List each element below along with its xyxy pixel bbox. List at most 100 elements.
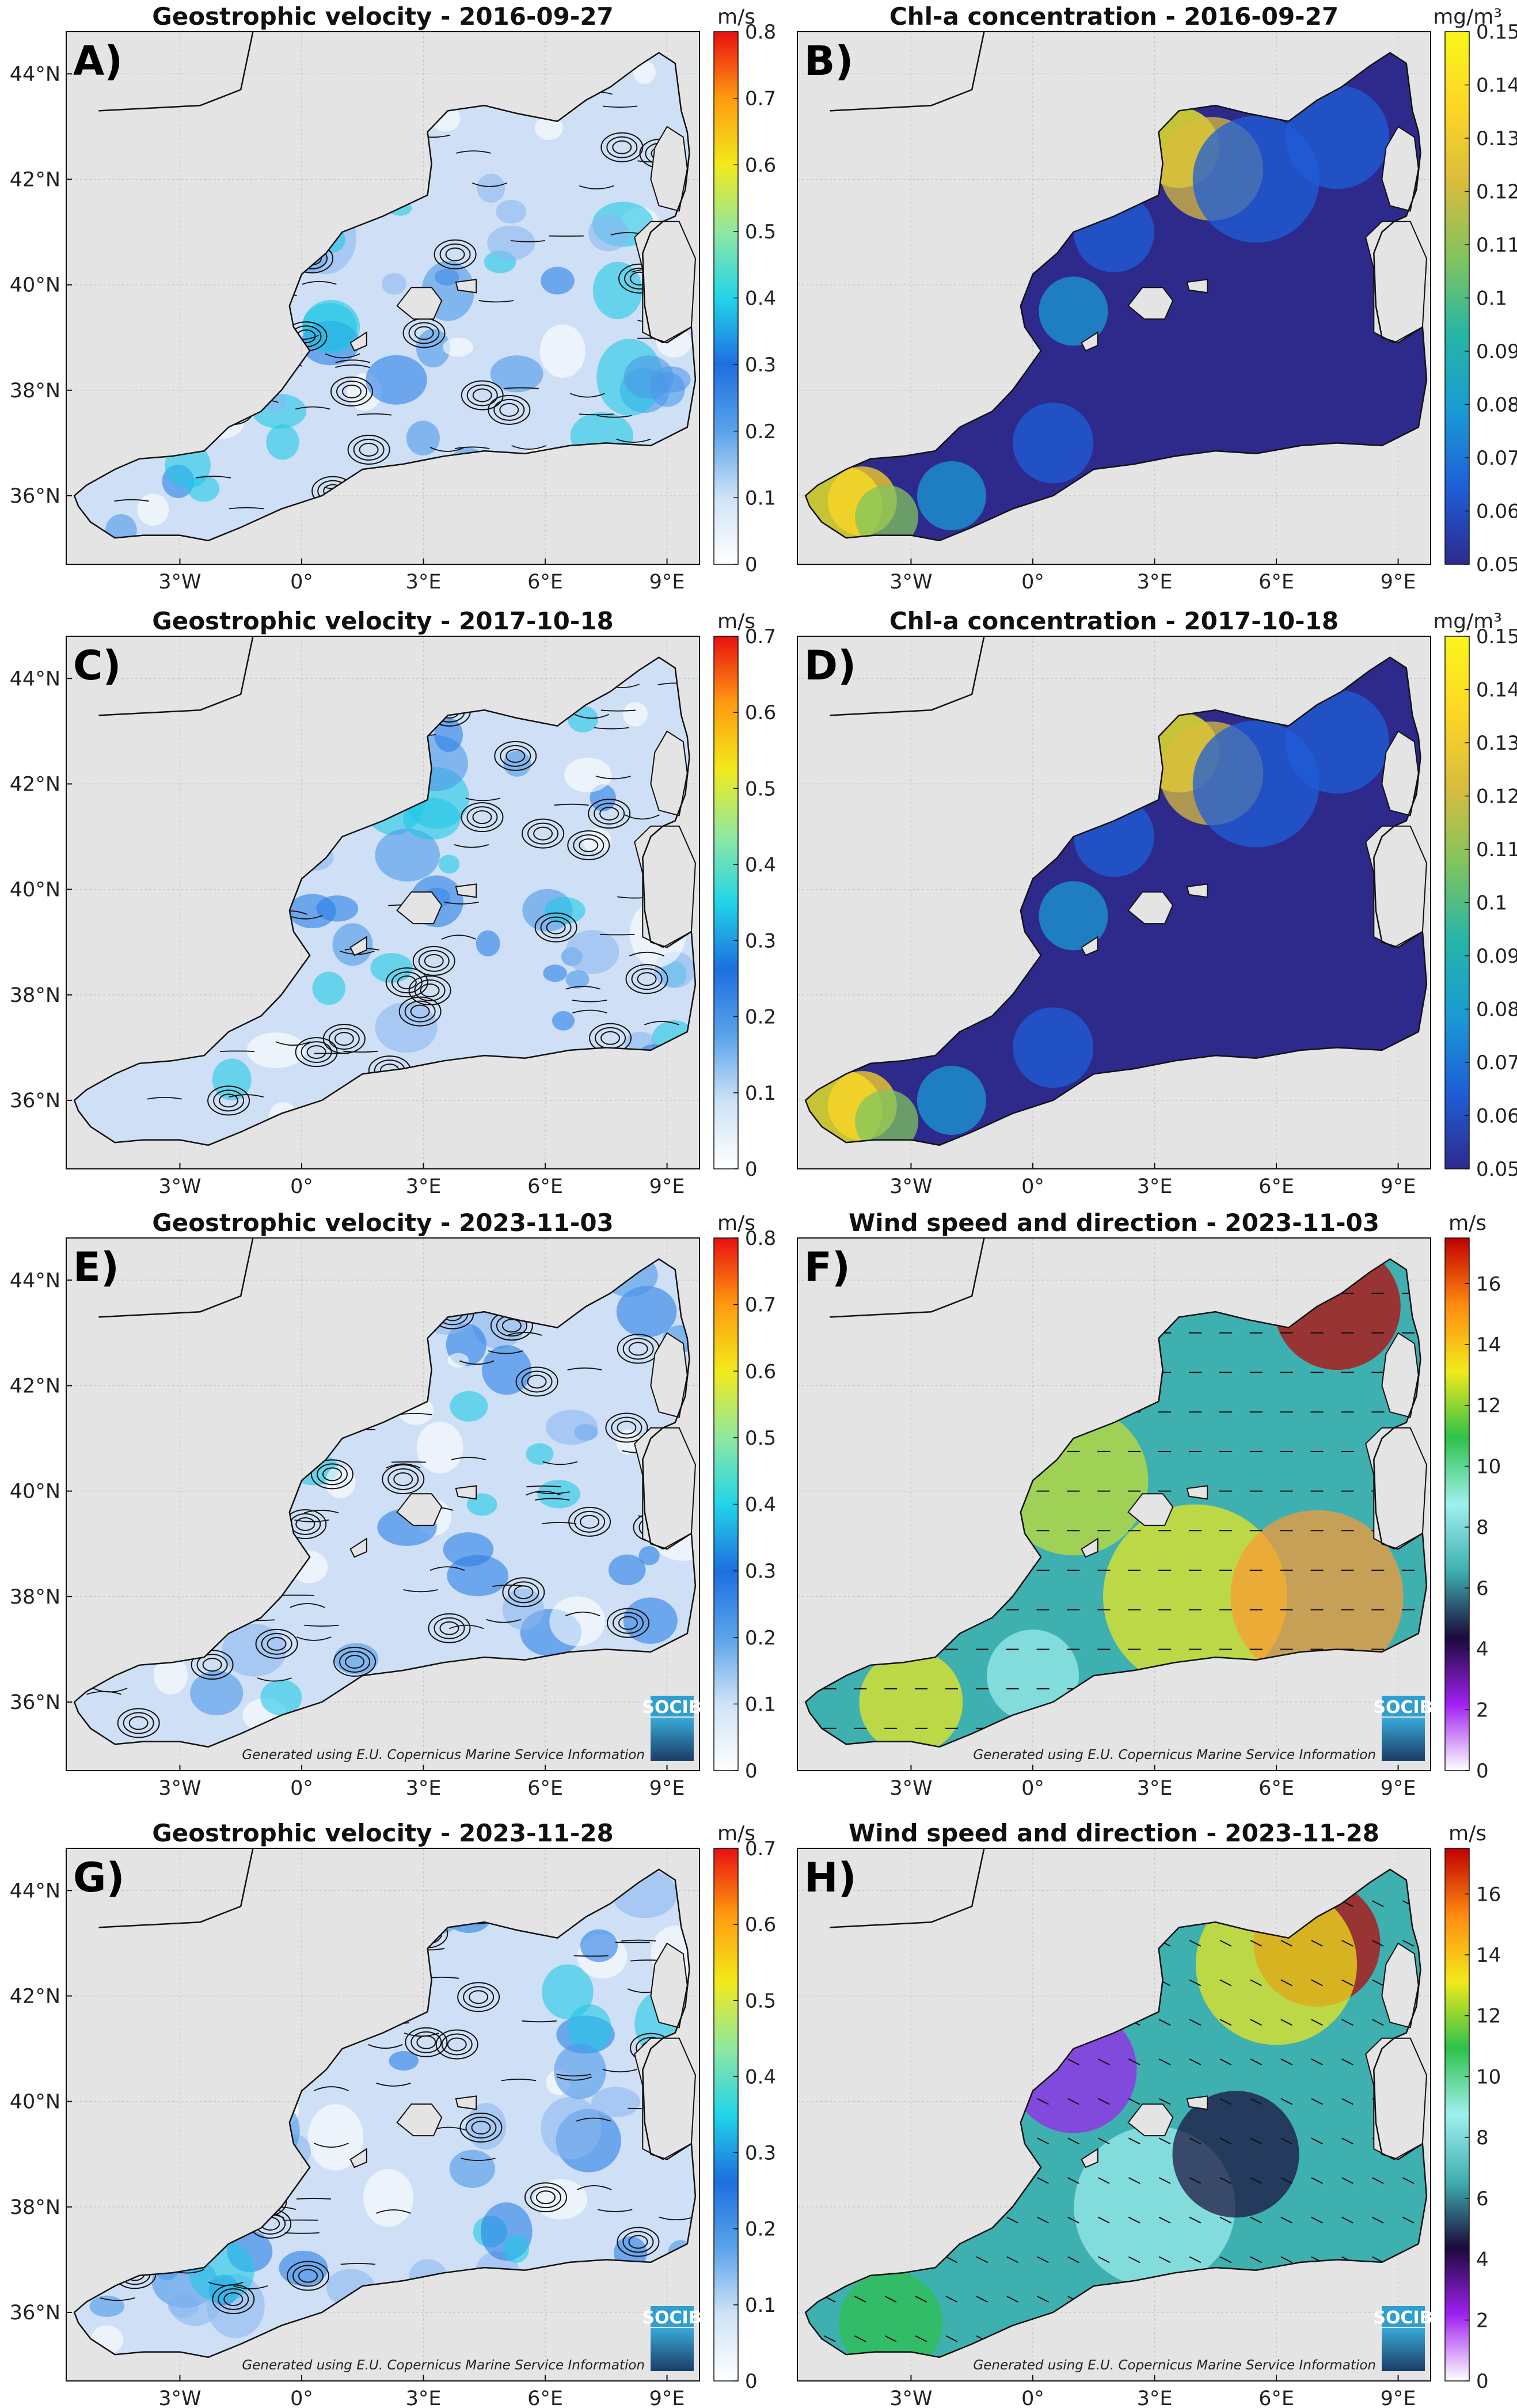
coastline-north bbox=[98, 636, 254, 716]
colorbar-tick-label: 0.12 bbox=[1476, 785, 1517, 808]
colorbar-tick-label: 16 bbox=[1476, 1273, 1501, 1296]
logo-mark bbox=[651, 1718, 694, 1761]
colorbar-tick-label: 0.14 bbox=[1476, 679, 1517, 702]
x-tick-label: 3°W bbox=[889, 1777, 932, 1800]
colorbar-tick-label: 10 bbox=[1476, 1455, 1501, 1478]
coastline bbox=[73, 1258, 697, 1748]
map-area bbox=[66, 1848, 699, 2381]
colorbar-unit: mg/m³ bbox=[1433, 5, 1502, 29]
map-frame bbox=[797, 1237, 1431, 1771]
y-tick-label: 40°N bbox=[10, 1480, 60, 1503]
panel-h: Wind speed and direction - 2023-11-28 H) 3… bbox=[797, 1819, 1501, 2408]
logo-text: SOCIB bbox=[642, 2308, 701, 2328]
logo-bg bbox=[1382, 1696, 1425, 1716]
colorbar-tick-label: 0.4 bbox=[745, 287, 776, 310]
y-tick-label: 40°N bbox=[10, 879, 60, 902]
x-tick-label: 0° bbox=[290, 1777, 313, 1800]
panel-title: Chl-a concentration - 2016-09-27 bbox=[889, 2, 1339, 31]
colorbar-tick-label: 0.06 bbox=[1476, 500, 1517, 523]
colorbar-tick-label: 0.2 bbox=[745, 1006, 776, 1029]
colorbar-tick-label: 0.6 bbox=[745, 1360, 776, 1383]
island-corsica bbox=[650, 1942, 688, 2029]
x-tick-label: 3°E bbox=[1137, 1175, 1173, 1198]
colorbar-tick-label: 0.3 bbox=[745, 2142, 776, 2165]
colorbar-tick-label: 0.7 bbox=[745, 1294, 776, 1317]
colorbar-tick-label: 16 bbox=[1476, 1883, 1501, 1906]
x-tick-label: 9°E bbox=[1381, 2387, 1416, 2406]
x-tick-label: 3°E bbox=[406, 2387, 442, 2406]
logo-mark bbox=[1382, 2328, 1425, 2371]
map-area bbox=[66, 636, 699, 1169]
logo-text: SOCIB bbox=[1373, 2308, 1432, 2328]
colorbar-unit: m/s bbox=[1448, 1822, 1486, 1845]
colorbar bbox=[1444, 1848, 1470, 2382]
panel-g: Geostrophic velocity - 2023-11-28 G) 3°W 0°… bbox=[10, 1819, 776, 2408]
x-tick-label: 3°E bbox=[406, 1777, 442, 1800]
island-mallorca bbox=[396, 891, 443, 925]
x-tick-label: 0° bbox=[290, 571, 313, 594]
colorbar-tick-label: 14 bbox=[1476, 1334, 1501, 1357]
panel-title: Geostrophic velocity - 2017-10-18 bbox=[152, 607, 614, 635]
colorbar-tick-label: 0.1 bbox=[745, 2294, 776, 2317]
map-area bbox=[797, 1238, 1431, 1771]
panel-label: D) bbox=[804, 642, 856, 689]
panel-b: Chl-a concentration - 2016-09-27 B) 3°W 0° 3… bbox=[797, 2, 1517, 594]
y-tick-label: 38°N bbox=[10, 1586, 60, 1609]
x-tick-label: 9°E bbox=[1381, 571, 1416, 594]
logo-bg bbox=[1382, 2306, 1425, 2327]
colorbar-tick-label: 12 bbox=[1476, 2005, 1501, 2028]
x-tick-label: 3°W bbox=[889, 1175, 932, 1198]
colorbar-tick-label: 0.7 bbox=[745, 88, 776, 111]
colorbar-tick-label: 14 bbox=[1476, 1944, 1501, 1967]
island-mallorca bbox=[396, 287, 443, 320]
island-menorca bbox=[455, 1485, 477, 1500]
coastline bbox=[73, 52, 697, 542]
colorbar-tick-label: 0.05 bbox=[1476, 1158, 1517, 1181]
colorbar-tick-label: 0.6 bbox=[745, 154, 776, 177]
x-tick-label: 3°W bbox=[158, 1175, 201, 1198]
island-corsica bbox=[1381, 1332, 1419, 1418]
credit-text: Generated using E.U. Copernicus Marine S… bbox=[973, 1748, 1376, 1763]
colorbar-tick-label: 0.7 bbox=[745, 1837, 776, 1860]
panel-a: Geostrophic velocity - 2016-09-27 A) 3°W 0°… bbox=[10, 2, 776, 594]
island-corsica bbox=[1381, 1942, 1419, 2029]
x-tick-label: 6°E bbox=[527, 1175, 563, 1198]
panel-title: Geostrophic velocity - 2023-11-03 bbox=[152, 1209, 614, 1237]
colorbar-tick-label: 0 bbox=[745, 1158, 758, 1181]
colorbar-tick-label: 0.5 bbox=[745, 1427, 776, 1450]
y-tick-label: 44°N bbox=[10, 1879, 60, 1902]
map-frame bbox=[797, 636, 1431, 1169]
credit-text: Generated using E.U. Copernicus Marine S… bbox=[242, 1748, 645, 1763]
x-tick-label: 3°E bbox=[406, 1175, 442, 1198]
colorbar-tick-label: 6 bbox=[1476, 1577, 1489, 1600]
y-tick-label: 36°N bbox=[10, 485, 60, 508]
colorbar-tick-label: 4 bbox=[1476, 1638, 1489, 1661]
island-ibiza bbox=[1081, 1537, 1098, 1558]
colorbar-tick-label: 0.14 bbox=[1476, 74, 1517, 97]
y-tick-label: 42°N bbox=[10, 1985, 60, 2008]
x-tick-label: 3°W bbox=[158, 571, 201, 594]
y-tick-label: 44°N bbox=[10, 1269, 60, 1292]
x-tick-label: 3°E bbox=[1137, 571, 1173, 594]
island-mallorca bbox=[396, 1493, 443, 1526]
x-tick-label: 0° bbox=[1021, 1777, 1044, 1800]
colorbar-unit: m/s bbox=[717, 610, 755, 633]
panel-label: C) bbox=[73, 642, 121, 689]
y-tick-label: 42°N bbox=[10, 1374, 60, 1397]
coastline-north bbox=[830, 1238, 985, 1318]
colorbar bbox=[713, 1848, 739, 2382]
island-menorca bbox=[1186, 2095, 1208, 2110]
colorbar-tick-label: 8 bbox=[1476, 2126, 1489, 2149]
coastline bbox=[804, 1868, 1428, 2358]
colorbar-tick-label: 0.15 bbox=[1476, 625, 1517, 648]
coastline-north bbox=[98, 32, 254, 112]
island-menorca bbox=[1186, 279, 1208, 294]
map-frame bbox=[66, 31, 700, 565]
y-tick-label: 36°N bbox=[10, 2301, 60, 2325]
coastline bbox=[804, 1258, 1428, 1748]
colorbar-tick-label: 0.13 bbox=[1476, 732, 1517, 755]
colorbar-tick-label: 0 bbox=[745, 1760, 758, 1783]
colorbar-tick-label: 2 bbox=[1476, 1699, 1489, 1722]
panel-label: E) bbox=[73, 1244, 119, 1291]
